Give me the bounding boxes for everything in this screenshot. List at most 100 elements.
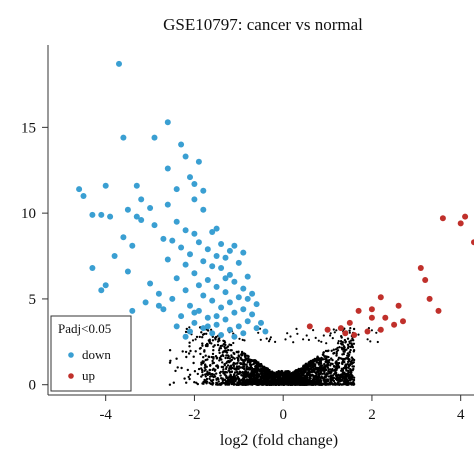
down-point [191, 230, 198, 237]
nonsig-point [201, 373, 204, 377]
down-point [120, 234, 127, 241]
nonsig-point [322, 351, 325, 355]
nonsig-point [305, 368, 308, 371]
nonsig-point [217, 349, 221, 352]
nonsig-point [319, 369, 323, 373]
nonsig-point [312, 369, 315, 372]
nonsig-point [215, 378, 218, 381]
nonsig-point [329, 332, 332, 335]
down-point [76, 186, 83, 193]
nonsig-point [318, 367, 322, 370]
nonsig-point [345, 372, 348, 376]
nonsig-point [293, 381, 296, 384]
nonsig-point [323, 362, 326, 366]
nonsig-point [241, 370, 244, 374]
nonsig-point [333, 365, 336, 368]
down-point [164, 201, 171, 208]
nonsig-point [211, 373, 214, 376]
nonsig-point [317, 373, 321, 377]
nonsig-point [222, 381, 226, 385]
nonsig-point [319, 372, 322, 375]
nonsig-point [277, 383, 280, 386]
nonsig-point [174, 369, 177, 373]
down-point [213, 283, 220, 290]
nonsig-point [204, 379, 207, 382]
nonsig-point [205, 342, 209, 346]
nonsig-point [314, 358, 317, 361]
nonsig-point [208, 338, 211, 341]
nonsig-point [176, 366, 179, 369]
down-point [209, 330, 216, 337]
nonsig-point [348, 331, 351, 334]
nonsig-point [307, 338, 310, 341]
nonsig-point [251, 359, 254, 362]
nonsig-point [236, 356, 239, 359]
down-point [133, 182, 140, 189]
up-point [377, 294, 384, 301]
nonsig-point [268, 338, 272, 341]
nonsig-point [350, 339, 353, 342]
nonsig-point [320, 382, 323, 385]
nonsig-point [278, 373, 281, 377]
nonsig-point [255, 373, 258, 377]
nonsig-point [319, 364, 323, 367]
nonsig-point [188, 345, 191, 348]
nonsig-point [292, 382, 295, 386]
down-point [213, 225, 220, 232]
nonsig-point [191, 339, 195, 342]
nonsig-point [188, 373, 192, 376]
nonsig-point [298, 376, 301, 380]
nonsig-point [216, 340, 220, 343]
nonsig-point [199, 352, 202, 356]
nonsig-point [247, 356, 250, 360]
nonsig-point [327, 349, 330, 352]
nonsig-point [330, 368, 334, 372]
down-point [98, 287, 105, 294]
up-point [391, 321, 398, 328]
nonsig-point [352, 349, 356, 352]
nonsig-point [324, 349, 328, 353]
nonsig-point [186, 368, 189, 372]
nonsig-point [211, 383, 214, 386]
nonsig-point [222, 339, 225, 342]
nonsig-point [259, 338, 262, 341]
down-point [235, 323, 242, 330]
nonsig-point [341, 341, 344, 344]
down-point [191, 309, 198, 316]
nonsig-point [307, 379, 311, 382]
nonsig-point [331, 358, 334, 362]
down-point [204, 277, 211, 283]
series-up [306, 213, 474, 338]
nonsig-point [340, 336, 343, 339]
down-point [187, 174, 193, 181]
down-point [249, 311, 256, 318]
y-tick-label: 0 [29, 378, 37, 394]
nonsig-point [312, 381, 315, 385]
nonsig-point [339, 342, 343, 345]
up-point [306, 323, 313, 330]
nonsig-point [306, 376, 309, 379]
nonsig-point [280, 379, 283, 382]
nonsig-point [347, 369, 350, 372]
nonsig-point [222, 368, 225, 371]
nonsig-point [323, 355, 326, 358]
nonsig-point [210, 380, 214, 383]
nonsig-point [280, 382, 284, 386]
up-point [395, 302, 402, 309]
down-point [213, 321, 220, 328]
nonsig-point [314, 371, 317, 374]
nonsig-point [302, 338, 305, 341]
down-point [209, 297, 216, 304]
nonsig-point [346, 380, 349, 384]
nonsig-point [218, 347, 221, 350]
nonsig-point [341, 376, 344, 379]
legend-label-down: down [82, 347, 111, 362]
nonsig-point [348, 340, 351, 343]
nonsig-point [321, 353, 325, 356]
nonsig-point [337, 365, 341, 368]
nonsig-point [276, 375, 279, 378]
nonsig-point [323, 372, 326, 375]
nonsig-point [213, 375, 217, 378]
nonsig-point [235, 374, 238, 377]
nonsig-point [333, 331, 336, 334]
